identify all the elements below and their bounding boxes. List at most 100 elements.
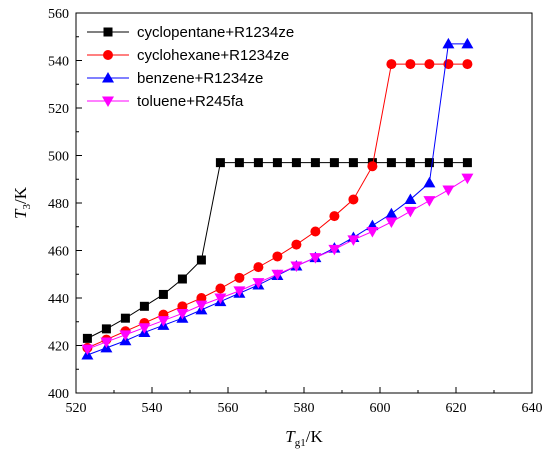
data-point (329, 158, 339, 168)
data-point (214, 293, 227, 304)
data-point (120, 313, 130, 323)
data-point (310, 226, 321, 237)
data-point (82, 333, 92, 343)
y-tick-label: 440 (48, 292, 69, 307)
data-point (423, 176, 436, 188)
data-point (271, 269, 284, 281)
data-point (462, 59, 473, 70)
data-point (461, 37, 474, 49)
legend-item: cyclohexane+R1234ze (87, 47, 289, 64)
legend-label: cyclopentane+R1234ze (137, 24, 294, 41)
y-tick-label: 540 (48, 55, 69, 70)
x-tick-label: 600 (370, 401, 391, 416)
y-tick-label: 480 (48, 197, 69, 212)
x-tick-label: 640 (522, 401, 543, 416)
series-4 (81, 173, 474, 356)
legend-marker (103, 50, 113, 60)
x-tick-label: 580 (294, 401, 315, 416)
x-axis-title-main: T (285, 427, 296, 446)
data-point (272, 251, 283, 262)
data-point (386, 158, 396, 168)
data-point (215, 283, 226, 294)
x-tick-label: 560 (218, 401, 239, 416)
data-point (290, 261, 303, 272)
data-point (385, 217, 398, 228)
data-point (81, 344, 94, 356)
data-point (158, 289, 168, 299)
y-tick-label: 560 (48, 7, 69, 22)
x-tick-label: 520 (66, 401, 87, 416)
plot-area (81, 37, 474, 360)
data-point (139, 301, 149, 311)
legend-marker (103, 27, 113, 37)
data-point (177, 274, 187, 284)
data-point (310, 158, 320, 168)
x-axis-title-sub: g1 (295, 437, 306, 449)
x-axis-title: Tg1/K (285, 427, 323, 449)
data-point (385, 207, 398, 219)
data-point (177, 301, 188, 312)
legend-item: cyclopentane+R1234ze (87, 24, 294, 41)
legend-label: benzene+R1234ze (137, 70, 263, 87)
data-point (329, 211, 340, 222)
data-point (253, 158, 263, 168)
legend-marker (102, 96, 114, 107)
y-axis-title-sub: 3 (21, 204, 33, 210)
data-point (215, 158, 225, 168)
data-point (424, 158, 434, 168)
data-point (404, 193, 417, 204)
data-point (138, 323, 151, 334)
data-point (348, 158, 358, 168)
data-point (461, 173, 474, 185)
data-point (272, 158, 282, 168)
legend-marker (102, 72, 114, 83)
series-line (87, 162, 468, 339)
data-point (386, 59, 397, 70)
legend-label: cyclohexane+R1234ze (137, 47, 289, 64)
x-axis-title-unit: /K (306, 427, 324, 446)
data-point (119, 330, 132, 341)
data-point (196, 293, 207, 303)
data-point (366, 227, 379, 238)
data-point (442, 37, 455, 49)
legend-item: toluene+R245fa (87, 93, 244, 110)
y-tick-label: 400 (48, 387, 69, 402)
data-point (404, 206, 417, 218)
data-point (176, 308, 189, 320)
data-point (328, 244, 341, 256)
data-point (348, 194, 359, 205)
series-1 (82, 158, 472, 343)
data-point (100, 337, 113, 348)
data-point (291, 158, 301, 168)
data-point (233, 286, 246, 297)
data-point (253, 262, 264, 273)
data-point (157, 316, 170, 327)
data-point (405, 59, 416, 70)
x-tick-label: 620 (446, 401, 467, 416)
y-axis-title-unit: /K (11, 186, 30, 204)
data-point (443, 158, 453, 168)
data-point (347, 235, 360, 246)
data-point (195, 300, 208, 312)
data-point (234, 158, 244, 168)
data-point (101, 324, 111, 334)
y-tick-label: 500 (48, 150, 69, 165)
y-axis-title: T3/K (11, 186, 33, 219)
data-point (462, 158, 472, 168)
legend-item: benzene+R1234ze (87, 70, 263, 87)
data-point (234, 272, 245, 283)
y-tick-label: 420 (48, 340, 69, 355)
data-point (442, 185, 455, 196)
data-point (309, 253, 322, 264)
y-tick-label: 520 (48, 102, 69, 117)
legend: cyclopentane+R1234ze cyclohexane+R1234ze b… (87, 24, 294, 110)
legend-label: toluene+R245fa (137, 93, 244, 110)
data-point (252, 278, 265, 289)
y-tick-label: 460 (48, 245, 69, 260)
data-point (367, 161, 378, 172)
y-axis-title-main: T (11, 208, 30, 219)
data-point (423, 196, 436, 207)
data-point (196, 255, 206, 265)
x-tick-label: 540 (142, 401, 163, 416)
